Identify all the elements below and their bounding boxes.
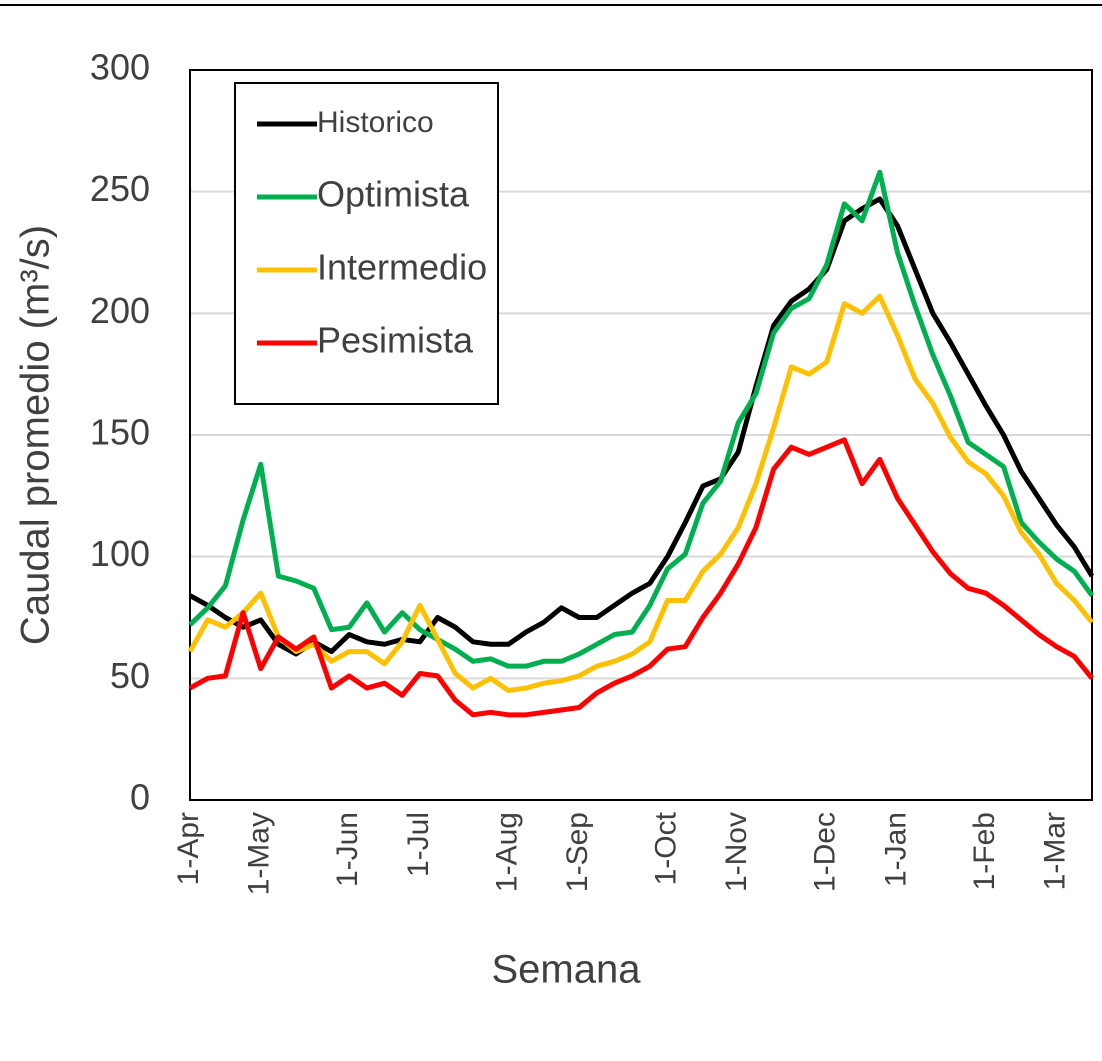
legend-label: Historico: [317, 106, 434, 139]
x-tick-label: 1-Jan: [879, 812, 912, 887]
series-line: [188, 437, 1094, 718]
y-tick-label: 0: [130, 777, 150, 818]
x-tick-label: 1-May: [243, 812, 276, 895]
y-tick-label: 50: [110, 655, 150, 696]
legend-label: Pesimista: [317, 320, 474, 361]
y-tick-label: 300: [90, 47, 150, 88]
y-tick-label: 150: [90, 412, 150, 453]
x-tick-label: 1-Nov: [720, 812, 753, 892]
x-tick-label: 1-Apr: [172, 812, 205, 885]
x-tick-label: 1-Mar: [1039, 812, 1072, 890]
x-tick-label: 1-Jul: [402, 812, 435, 877]
y-tick-label: 250: [90, 168, 150, 209]
legend-label: Intermedio: [317, 247, 487, 288]
y-tick-label: 200: [90, 290, 150, 331]
plot-border: [189, 69, 1093, 801]
x-tick-label: 1-Oct: [649, 811, 682, 885]
x-axis-label: Semana: [492, 948, 642, 992]
legend-box: [234, 82, 499, 405]
x-tick-label: 1-Dec: [809, 812, 842, 892]
series-line: [187, 293, 1094, 693]
y-axis-label: Caudal promedio (m³/s): [14, 225, 58, 645]
x-tick-label: 1-Sep: [561, 812, 594, 892]
x-tick-label: 1-Jun: [331, 812, 364, 887]
x-tick-label: 1-Feb: [968, 812, 1001, 890]
legend-label: Optimista: [317, 174, 470, 215]
series-line: [188, 169, 1095, 669]
x-tick-label: 1-Aug: [490, 812, 523, 892]
y-tick-label: 100: [90, 533, 150, 574]
series-line: [188, 196, 1095, 657]
